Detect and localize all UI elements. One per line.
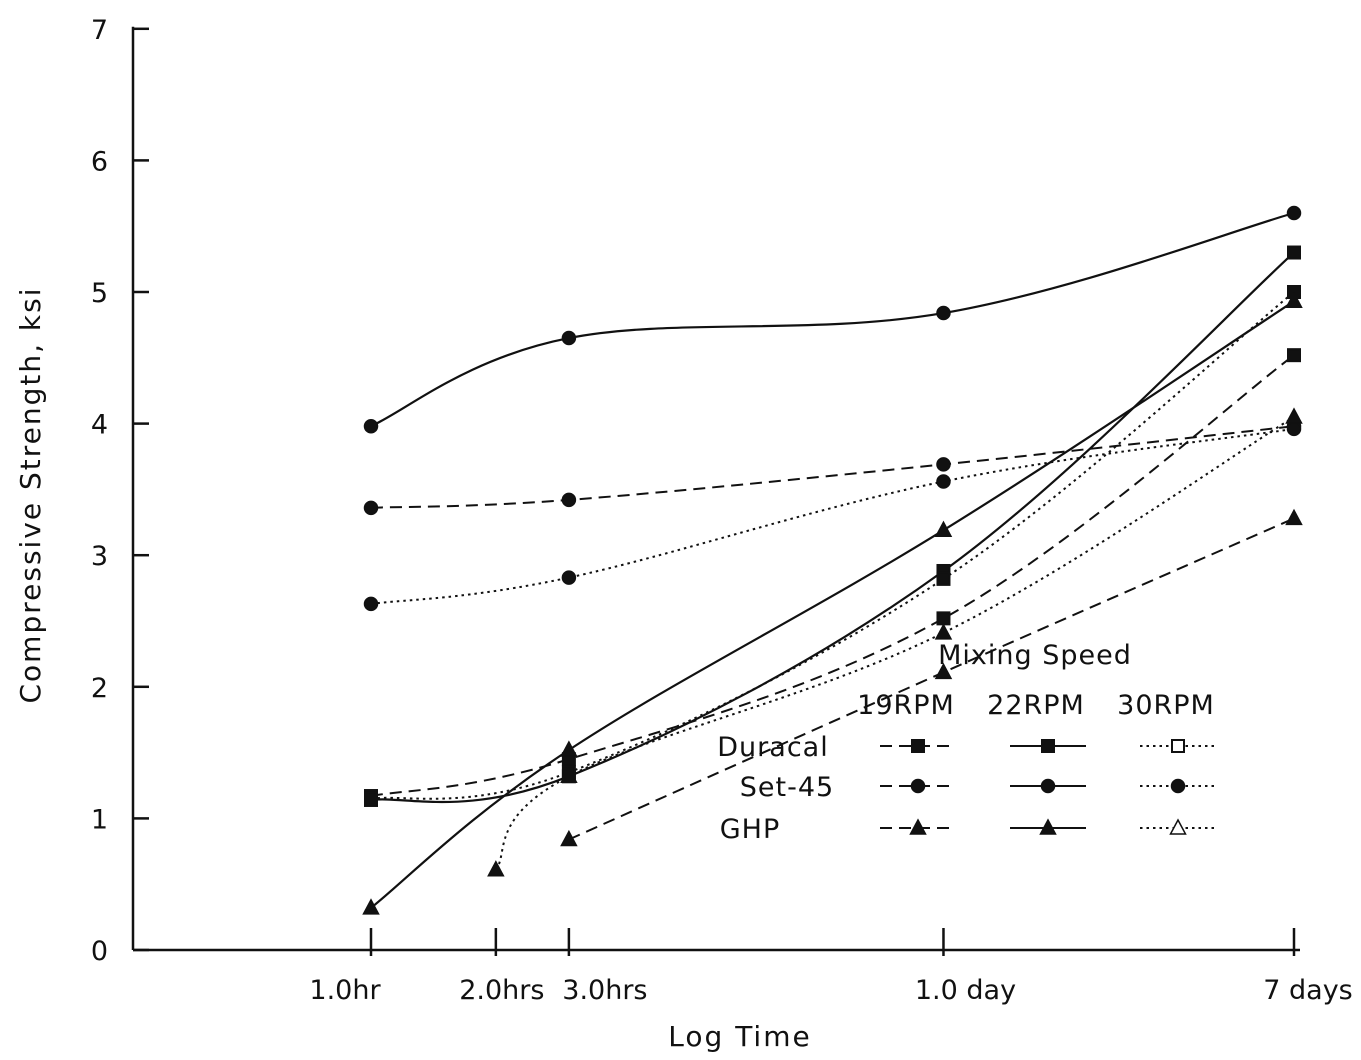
data-point-ghp-22rpm: [560, 740, 578, 757]
axes: 0 1 2 3 4 5 6 7 1.0hr 2.0hrs 3.0hrs 1.0 day 7 days: [91, 15, 1353, 1006]
series-line-ghp-19rpm: [568, 517, 1295, 841]
series-line-set-45-22rpm: [370, 211, 1295, 428]
series-line-set-45-19rpm: [370, 425, 1295, 509]
y-tick-label: 3: [91, 541, 108, 572]
x-tick-label: 7 days: [1263, 975, 1353, 1006]
series-line-duracal-19rpm: [370, 354, 1295, 797]
data-point-set-45-22rpm: [363, 418, 379, 434]
data-point-set-45-30rpm: [561, 570, 577, 585]
legend-swatch-marker: [910, 778, 926, 794]
legend-title: Mixing Speed: [938, 640, 1132, 671]
legend-row-label: Set-45: [740, 772, 834, 803]
x-axis-label: Log Time: [668, 1020, 811, 1053]
legend-column-label: 22RPM: [987, 690, 1085, 721]
legend-column-label: 19RPM: [857, 690, 955, 721]
x-tick-label: 1.0 day: [915, 975, 1016, 1006]
x-tick-label: 2.0hrs: [459, 975, 544, 1006]
legend-swatch-marker: [911, 739, 925, 753]
y-tick-label: 7: [91, 15, 108, 46]
series-line-ghp-30rpm: [495, 416, 1295, 871]
series-line-ghp-22rpm: [370, 300, 1295, 909]
x-tick-label: 1.0hr: [309, 975, 381, 1006]
legend-row-label: GHP: [720, 814, 781, 845]
series-line-set-45-30rpm: [370, 427, 1295, 605]
data-point-set-45-22rpm: [936, 305, 951, 321]
legend-swatch-marker: [1171, 739, 1185, 753]
legend-swatch-marker: [1040, 778, 1056, 794]
data-point-set-45-19rpm: [363, 500, 379, 516]
legend: Mixing Speed 19RPM 22RPM 30RPM Duracal Set-4…: [717, 640, 1216, 845]
data-point-duracal-22rpm: [1287, 245, 1301, 260]
data-point-ghp-19rpm: [934, 662, 953, 680]
series-line-duracal-22rpm: [370, 251, 1295, 804]
data-point-ghp-30rpm: [560, 766, 578, 784]
y-tick-label: 6: [91, 146, 108, 177]
legend-row-label: Duracal: [717, 732, 828, 763]
y-tick-label: 4: [91, 410, 108, 441]
legend-swatch-marker: [1041, 739, 1055, 753]
y-axis-label: Compressive Strength, ksi: [14, 286, 47, 703]
x-tick-label: 3.0hrs: [562, 975, 647, 1006]
data-point-duracal-19rpm: [936, 611, 951, 626]
data-point-ghp-22rpm: [1285, 291, 1303, 308]
legend-column-label: 30RPM: [1117, 690, 1215, 721]
series-lines: [370, 211, 1295, 909]
data-point-ghp-19rpm: [560, 829, 578, 847]
legend-swatch-marker: [1170, 778, 1186, 794]
data-point-duracal-19rpm: [1287, 348, 1301, 363]
data-point-set-45-30rpm: [1286, 421, 1302, 437]
legend-swatch-marker: [909, 818, 927, 835]
data-point-ghp-30rpm: [934, 623, 953, 640]
data-point-set-45-30rpm: [363, 596, 379, 612]
data-point-ghp-22rpm: [362, 898, 380, 915]
y-tick-label: 2: [91, 673, 108, 704]
series-line-duracal-30rpm: [370, 291, 1295, 800]
legend-swatch-marker: [1169, 818, 1187, 835]
data-point-ghp-19rpm: [1285, 508, 1303, 526]
data-point-set-45-22rpm: [561, 330, 577, 346]
data-point-set-45-19rpm: [561, 492, 577, 508]
legend-swatch-marker: [1039, 818, 1057, 835]
y-tick-label: 0: [91, 936, 108, 967]
data-point-ghp-30rpm: [487, 860, 505, 877]
data-point-set-45-19rpm: [936, 457, 951, 472]
data-markers: [362, 205, 1303, 915]
data-point-duracal-30rpm: [364, 791, 378, 806]
data-point-set-45-22rpm: [1286, 205, 1302, 221]
y-tick-label: 5: [91, 278, 108, 309]
data-point-duracal-30rpm: [936, 571, 951, 586]
data-point-ghp-30rpm: [1285, 407, 1303, 424]
data-point-set-45-30rpm: [936, 474, 951, 489]
data-point-ghp-22rpm: [934, 520, 953, 537]
y-tick-label: 1: [91, 804, 108, 835]
